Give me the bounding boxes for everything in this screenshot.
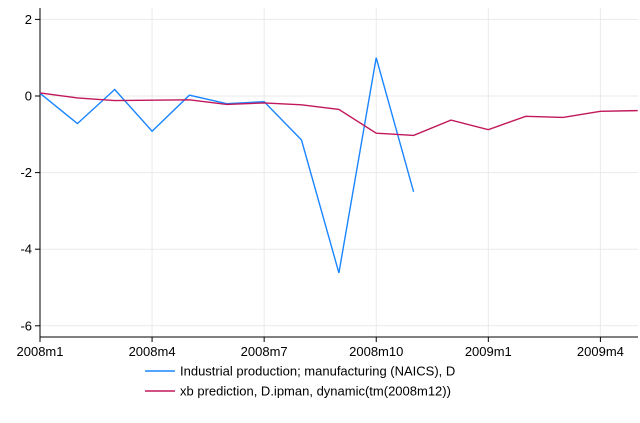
x-tick-label: 2008m7 — [241, 344, 288, 359]
y-tick-label: 0 — [25, 89, 32, 104]
legend: Industrial production; manufacturing (NA… — [145, 364, 455, 399]
y-tick-label: -2 — [20, 165, 32, 180]
legend-label-1: Industrial production; manufacturing (NA… — [180, 364, 455, 379]
axes: 2 0 -2 -4 -6 2008m1 2008m4 2008m7 2008m10 2009m1 2… — [17, 8, 638, 359]
y-tick-label: -4 — [20, 242, 32, 257]
gridlines — [39, 8, 638, 337]
legend-label-2: xb prediction, D.ipman, dynamic(tm(2008m… — [180, 384, 451, 399]
x-tick-label: 2008m4 — [129, 344, 176, 359]
series-line-1 — [39, 57, 415, 274]
x-tick-label: 2009m4 — [577, 344, 624, 359]
series-lines — [39, 57, 638, 274]
series-line-2 — [39, 92, 638, 137]
x-tick-label: 2009m1 — [465, 344, 512, 359]
y-tick-label: 2 — [25, 12, 32, 27]
y-tick-label: -6 — [20, 318, 32, 333]
x-tick-label: 2008m1 — [17, 344, 64, 359]
x-tick-label: 2008m10 — [349, 344, 403, 359]
